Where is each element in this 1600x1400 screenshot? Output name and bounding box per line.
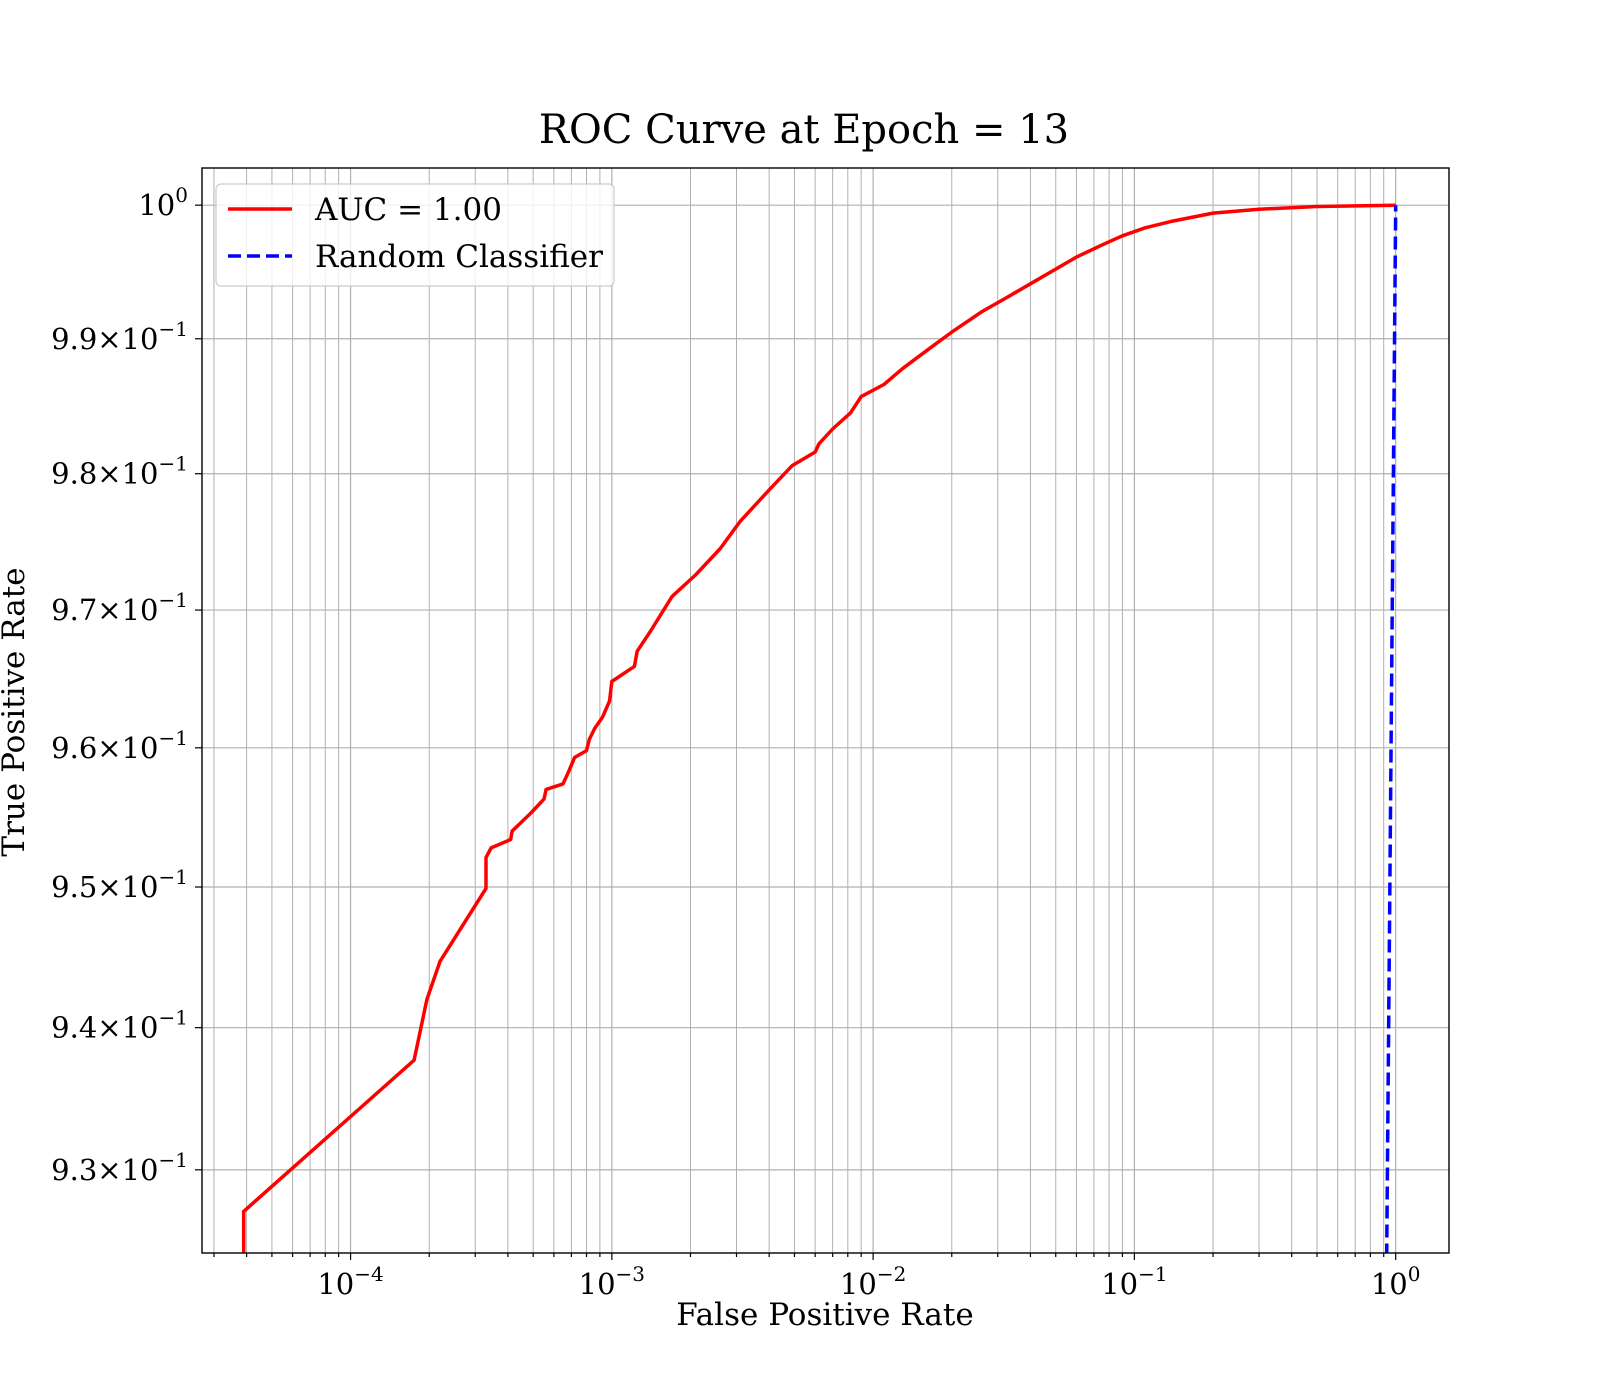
y-tick-label: 9.8×10−1	[51, 452, 188, 491]
x-tick-label: 10−1	[1101, 1262, 1167, 1301]
chart-title: ROC Curve at Epoch = 13	[539, 107, 1069, 153]
grid-y	[202, 204, 1449, 1171]
x-tick-label: 10−2	[840, 1262, 906, 1301]
y-ticks: 100 9.9×10−1 9.8×10−1 9.7×10−1 9.6×10−1 9.5×1…	[51, 183, 202, 1187]
series-line-random-classifier	[1384, 205, 1398, 1253]
x-axis-label: False Positive Rate	[676, 1297, 973, 1333]
legend-box	[215, 183, 615, 287]
legend-label-auc: AUC = 1.00	[314, 192, 502, 228]
y-tick-label: 9.5×10−1	[51, 865, 188, 904]
y-tick-label: 9.6×10−1	[51, 726, 188, 765]
y-tick-label: 9.3×10−1	[51, 1148, 188, 1187]
grid-major-x	[349, 168, 1397, 1253]
legend-label-random: Random Classifier	[315, 239, 603, 275]
grid-minor-x	[213, 168, 1385, 1253]
x-tick-label: 10−4	[317, 1262, 383, 1301]
x-ticks: 10−4 10−3 10−2 10−1 100	[213, 1253, 1421, 1301]
x-tick-label: 100	[1371, 1262, 1421, 1301]
legend: AUC = 1.00 Random Classifier	[215, 183, 615, 287]
series-lines	[241, 203, 1398, 1253]
series-line-auc	[241, 203, 1396, 1253]
y-tick-label: 9.4×10−1	[51, 1006, 188, 1045]
y-tick-label: 100	[138, 183, 188, 222]
x-tick-label: 10−3	[579, 1262, 645, 1301]
y-tick-label: 9.9×10−1	[51, 317, 188, 356]
y-tick-label: 9.7×10−1	[51, 588, 188, 627]
plot-frame	[201, 167, 1450, 1254]
y-axis-label: True Positive Rate	[0, 567, 32, 856]
